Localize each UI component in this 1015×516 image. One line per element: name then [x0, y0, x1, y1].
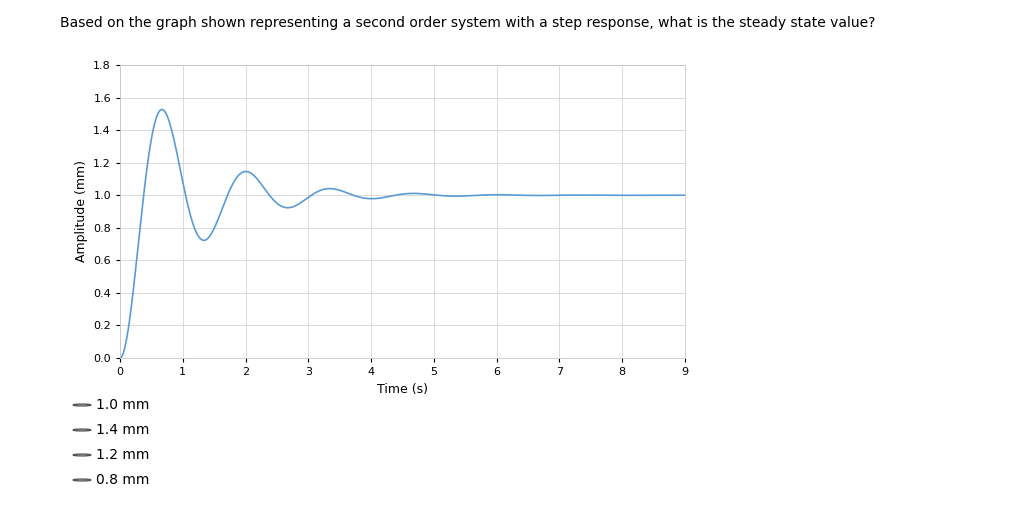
- Y-axis label: Amplitude (mm): Amplitude (mm): [75, 160, 87, 263]
- Text: 0.8 mm: 0.8 mm: [96, 473, 149, 487]
- Text: 1.2 mm: 1.2 mm: [96, 448, 149, 462]
- Text: 1.0 mm: 1.0 mm: [96, 398, 149, 412]
- Text: Based on the graph shown representing a second order system with a step response: Based on the graph shown representing a …: [60, 16, 875, 30]
- X-axis label: Time (s): Time (s): [377, 382, 428, 396]
- Text: 1.4 mm: 1.4 mm: [96, 423, 149, 437]
